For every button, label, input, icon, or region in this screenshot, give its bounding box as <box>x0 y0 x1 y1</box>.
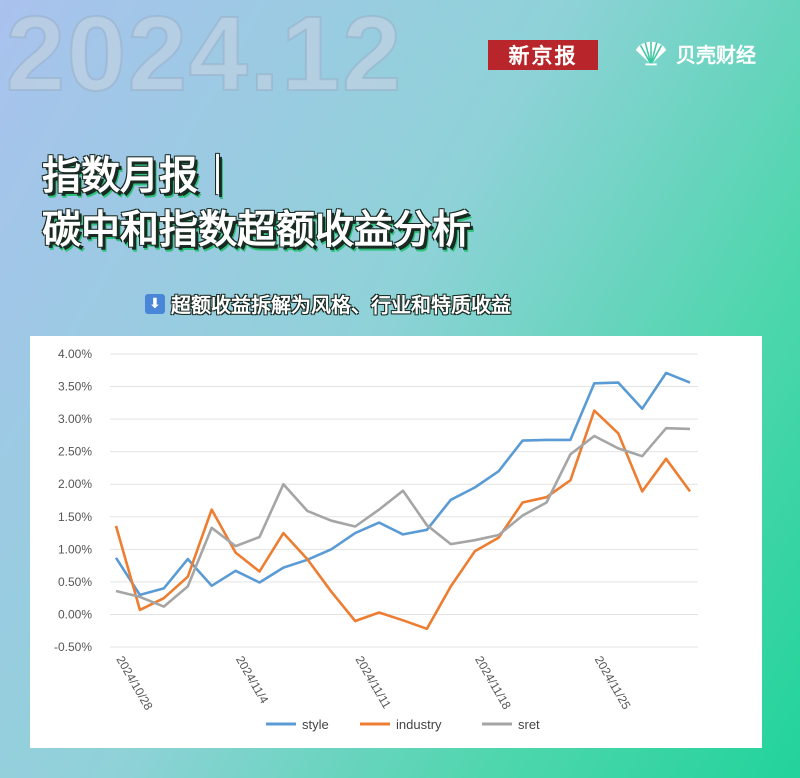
y-tick-label: -0.50% <box>54 640 92 654</box>
series-line-industry <box>114 409 692 631</box>
legend-label-style: style <box>302 717 329 732</box>
x-tick-label: 2024/11/18 <box>472 654 514 713</box>
subtitle-text: 超额收益拆解为风格、行业和特质收益 <box>171 293 511 317</box>
y-tick-label: 3.00% <box>58 412 92 426</box>
legend-label-sret: sret <box>518 717 540 732</box>
y-tick-label: 2.00% <box>58 477 92 491</box>
y-tick-label: 1.50% <box>58 510 92 524</box>
shell-icon <box>635 41 667 66</box>
line-chart: 4.00% 3.50% 3.00% 2.50% 2.00% 1.50% 1.00% 0.50%… <box>54 347 698 732</box>
x-tick-label: 2024/11/11 <box>353 654 394 712</box>
series-line-style <box>114 371 691 597</box>
y-tick-label: 0.00% <box>58 607 92 621</box>
y-tick-label: 3.50% <box>58 380 92 394</box>
y-tick-label: 0.50% <box>58 575 92 589</box>
x-tick-label: 2024/10/28 <box>113 654 155 713</box>
x-tick-label: 2024/11/4 <box>233 654 272 707</box>
beike-caijing-logo: 贝壳财经 <box>632 38 756 68</box>
background-date-watermark: 2024.12 <box>5 0 404 114</box>
down-arrow-icon: ⬇ <box>145 293 165 314</box>
y-tick-label: 4.00% <box>58 347 92 361</box>
y-tick-label: 2.50% <box>58 445 92 459</box>
page-title: 指数月报｜ 碳中和指数超额收益分析 <box>42 150 471 258</box>
legend-label-industry: industry <box>396 717 442 732</box>
xinjingbao-logo: 新京报 <box>488 40 598 70</box>
x-tick-label: 2024/11/25 <box>592 654 634 713</box>
series-line-sret <box>115 426 691 608</box>
chart-card: 4.00% 3.50% 3.00% 2.50% 2.00% 1.50% 1.00% 0.50%… <box>30 336 762 748</box>
y-tick-label: 1.00% <box>58 542 92 556</box>
subtitle: ⬇ 超额收益拆解为风格、行业和特质收益 <box>145 289 511 318</box>
title-line-1: 指数月报｜ <box>42 154 238 199</box>
beike-caijing-label: 贝壳财经 <box>676 42 756 67</box>
title-line-2: 碳中和指数超额收益分析 <box>42 208 472 253</box>
